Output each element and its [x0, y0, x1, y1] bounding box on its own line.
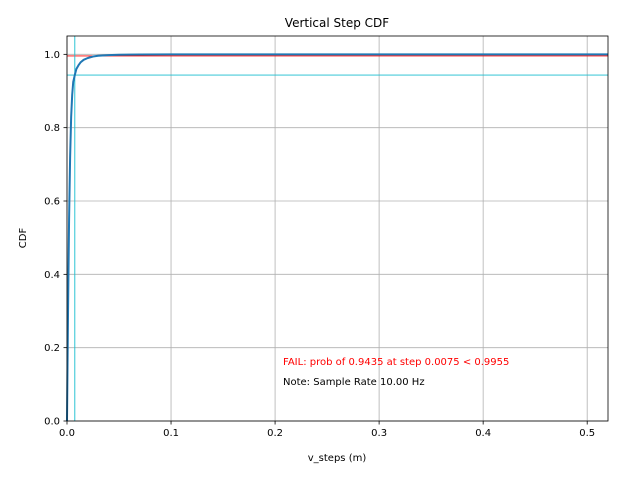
plot-frame	[66, 35, 609, 422]
x-tick-label: 0.2	[267, 428, 283, 439]
y-axis: 0.0 0.2 0.4 0.6 0.8 1.0	[44, 50, 67, 428]
reference-lines	[67, 36, 608, 421]
y-tick-label: 0.0	[44, 417, 60, 428]
x-tick-label: 0.4	[475, 428, 491, 439]
y-tick-label: 0.8	[44, 123, 60, 134]
sample-rate-note: Note: Sample Rate 10.00 Hz	[283, 377, 425, 388]
cdf-series-line	[66, 53, 608, 422]
y-tick-label: 0.4	[44, 270, 60, 281]
x-tick-label: 0.3	[371, 428, 387, 439]
y-tick-label: 0.2	[44, 343, 60, 354]
y-axis-label: CDF	[18, 228, 29, 249]
chart-title: Vertical Step CDF	[285, 16, 389, 30]
series-layer	[66, 53, 608, 422]
x-axis: 0.0 0.1 0.2 0.3 0.4 0.5	[59, 421, 595, 439]
y-tick-label: 1.0	[44, 50, 60, 61]
x-tick-label: 0.1	[163, 428, 179, 439]
fail-annotation: FAIL: prob of 0.9435 at step 0.0075 < 0.…	[283, 357, 509, 368]
x-tick-label: 0.5	[579, 428, 595, 439]
x-axis-label: v_steps (m)	[308, 453, 367, 464]
x-tick-label: 0.0	[59, 428, 75, 439]
y-tick-label: 0.6	[44, 197, 60, 208]
